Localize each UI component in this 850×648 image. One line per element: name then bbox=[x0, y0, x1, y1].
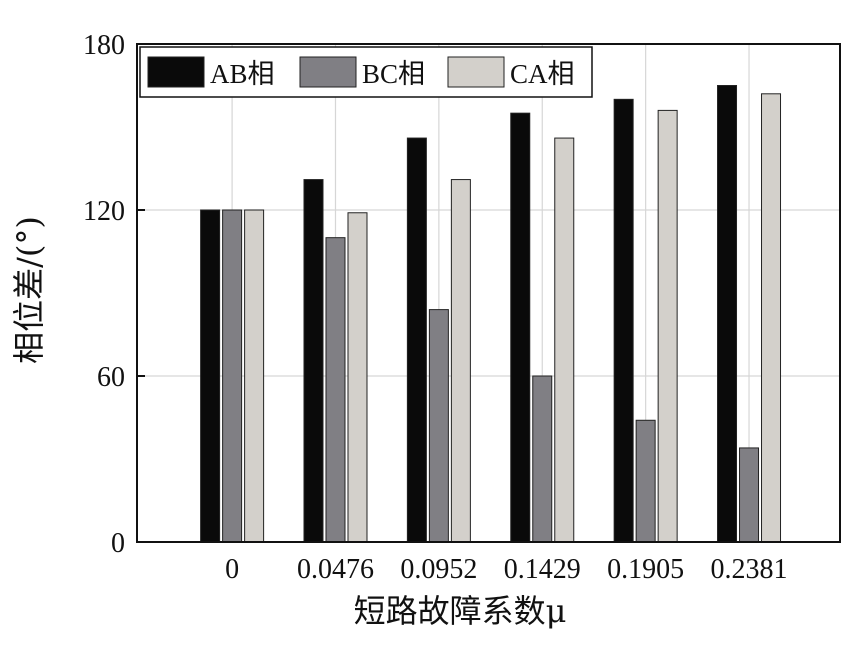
bar bbox=[657, 109, 678, 543]
bar bbox=[510, 112, 531, 543]
bar bbox=[428, 309, 449, 543]
x-tick-label: 0.2381 bbox=[711, 554, 788, 585]
legend: AB相 BC相 CA相 bbox=[139, 46, 593, 98]
bar bbox=[450, 179, 471, 543]
y-tick-label: 120 bbox=[83, 196, 125, 227]
y-axis-label: 相位差/(°) bbox=[10, 216, 48, 364]
legend-box bbox=[139, 46, 593, 98]
legend-swatch bbox=[299, 56, 357, 88]
bar bbox=[761, 93, 782, 543]
x-tick-label: 0.1905 bbox=[607, 554, 684, 585]
x-tick-label: 0 bbox=[225, 554, 239, 585]
x-axis-label: 短路故障系数μ bbox=[354, 592, 567, 630]
y-tick-label: 180 bbox=[83, 30, 125, 61]
bar bbox=[554, 137, 575, 543]
bars bbox=[200, 85, 782, 543]
legend-swatch bbox=[147, 56, 205, 88]
x-tick-label: 0.0476 bbox=[297, 554, 374, 585]
y-tick-label: 60 bbox=[97, 362, 125, 393]
bar bbox=[635, 419, 656, 543]
legend-label: BC相 bbox=[362, 59, 425, 89]
bar bbox=[406, 137, 427, 543]
legend-label: AB相 bbox=[210, 59, 275, 89]
plot-frame bbox=[136, 43, 841, 543]
bar bbox=[347, 212, 368, 543]
bar bbox=[717, 85, 738, 543]
x-tick-label: 0.1429 bbox=[504, 554, 581, 585]
bar bbox=[613, 98, 634, 543]
legend-label: CA相 bbox=[510, 59, 575, 89]
bar bbox=[532, 375, 553, 543]
bar bbox=[303, 179, 324, 543]
bar bbox=[325, 237, 346, 543]
x-tick-label: 0.0952 bbox=[400, 554, 477, 585]
bar bbox=[222, 209, 243, 543]
y-tick-label: 0 bbox=[111, 528, 125, 559]
y-ticks: 0 60 120 180 bbox=[83, 30, 145, 559]
legend-swatch bbox=[447, 56, 505, 88]
x-ticks: 0 0.0476 0.0952 0.1429 0.1905 0.2381 bbox=[225, 554, 787, 585]
bar bbox=[244, 209, 265, 543]
bar bbox=[739, 447, 760, 543]
bar bbox=[200, 209, 221, 543]
